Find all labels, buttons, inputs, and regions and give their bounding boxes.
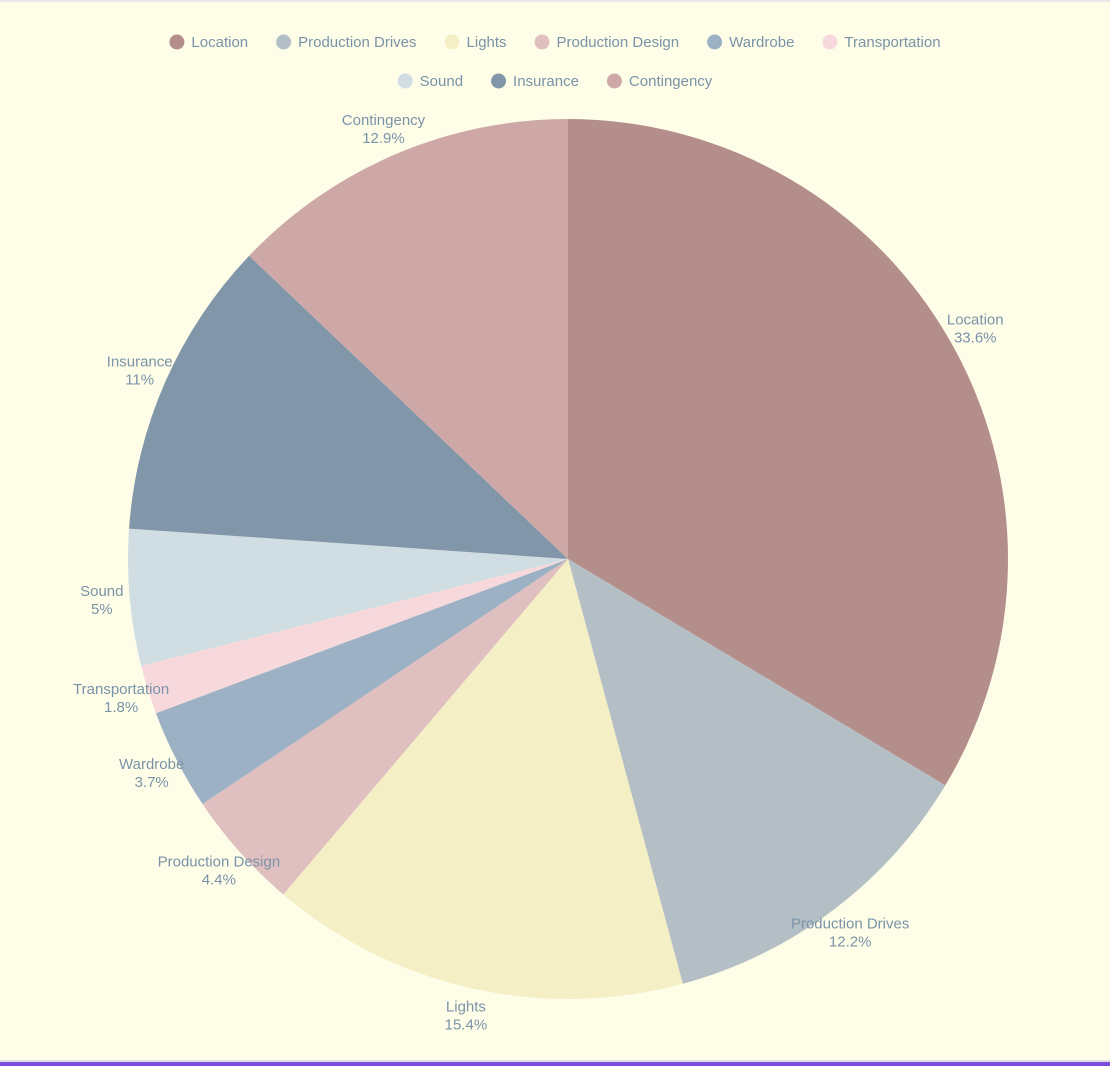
legend-swatch-transportation bbox=[822, 34, 838, 50]
legend-swatch-insurance bbox=[491, 73, 507, 89]
legend-label-insurance[interactable]: Insurance bbox=[513, 73, 579, 90]
legend-label-sound[interactable]: Sound bbox=[420, 73, 463, 90]
legend-label-wardrobe[interactable]: Wardrobe bbox=[729, 34, 794, 51]
legend-label-location[interactable]: Location bbox=[191, 34, 248, 51]
slice-label-production-drives: Production Drives bbox=[791, 915, 909, 932]
legend-swatch-production-drives bbox=[276, 34, 292, 50]
legend-label-production-design[interactable]: Production Design bbox=[557, 34, 680, 51]
legend-swatch-wardrobe bbox=[707, 34, 723, 50]
legend: Location Production Drives Lights Productio… bbox=[169, 34, 941, 90]
slice-percent-wardrobe: 3.7% bbox=[135, 774, 169, 791]
slice-label-sound: Sound bbox=[80, 583, 123, 600]
slice-percent-location: 33.6% bbox=[954, 329, 997, 346]
legend-label-transportation[interactable]: Transportation bbox=[844, 34, 940, 51]
legend-label-contingency[interactable]: Contingency bbox=[629, 73, 713, 90]
slice-percent-production-design: 4.4% bbox=[202, 872, 236, 889]
slice-contingency[interactable] bbox=[249, 119, 568, 559]
slice-lights[interactable] bbox=[283, 559, 683, 999]
slice-label-insurance: Insurance bbox=[107, 353, 173, 370]
slice-percent-sound: 5% bbox=[91, 601, 113, 618]
legend-swatch-contingency bbox=[606, 73, 622, 89]
legend-swatch-sound bbox=[397, 73, 413, 89]
slice-sound[interactable] bbox=[127, 528, 568, 666]
slice-label-contingency: Contingency bbox=[342, 112, 426, 129]
slice-production-design[interactable] bbox=[202, 559, 568, 895]
slice-label-production-design: Production Design bbox=[158, 854, 281, 871]
slice-percent-contingency: 12.9% bbox=[362, 130, 405, 147]
legend-label-production-drives[interactable]: Production Drives bbox=[298, 34, 416, 51]
slice-label-lights: Lights bbox=[446, 999, 486, 1016]
pie-slices bbox=[127, 119, 1008, 999]
bottom-border-grey bbox=[0, 1060, 1110, 1062]
slice-production-drives[interactable] bbox=[568, 559, 946, 984]
slice-wardrobe[interactable] bbox=[155, 559, 569, 805]
slice-percent-lights: 15.4% bbox=[445, 1017, 488, 1034]
top-border bbox=[0, 0, 1110, 2]
legend-swatch-production-design bbox=[534, 34, 550, 50]
slice-percent-transportation: 1.8% bbox=[104, 699, 138, 716]
bottom-border-accent bbox=[0, 1062, 1110, 1066]
legend-swatch-location bbox=[169, 34, 185, 50]
slice-label-location: Location bbox=[947, 311, 1004, 328]
slice-label-wardrobe: Wardrobe bbox=[119, 756, 184, 773]
slice-insurance[interactable] bbox=[129, 255, 569, 559]
legend-swatch-lights bbox=[444, 34, 460, 50]
slice-transportation[interactable] bbox=[141, 559, 569, 714]
slice-percent-production-drives: 12.2% bbox=[829, 933, 872, 950]
slice-label-transportation: Transportation bbox=[73, 681, 169, 698]
legend-label-lights[interactable]: Lights bbox=[467, 34, 507, 51]
slice-percent-insurance: 11% bbox=[125, 371, 154, 388]
slice-location[interactable] bbox=[568, 119, 1008, 786]
